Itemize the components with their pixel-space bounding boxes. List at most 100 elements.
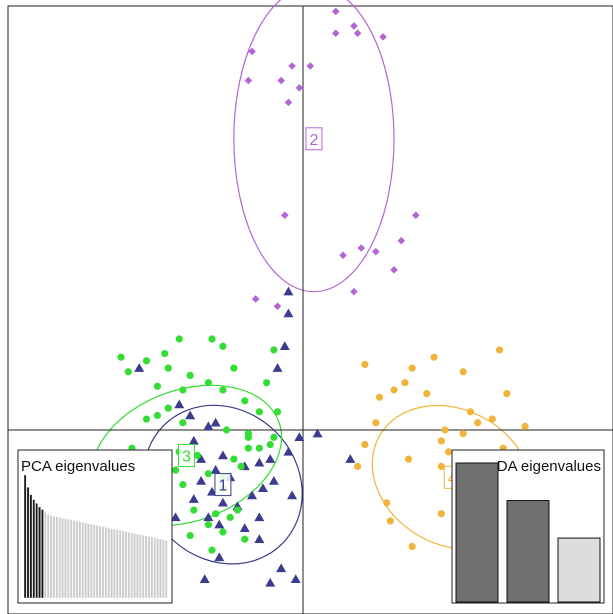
eigenvalue-bar [455,462,499,603]
group-2-label-box [305,127,323,151]
group-3-point [193,451,202,460]
group-3-point [263,379,271,387]
eigenvalue-bar [29,494,33,599]
group-3-point [179,386,187,394]
group-2-point [350,287,358,296]
group-3-point [237,462,245,470]
group-3-point [230,455,238,463]
group-3-point [270,433,278,441]
group-3-point [190,506,198,514]
eigenvalue-bar [557,537,601,603]
eigenvalue-bar [66,519,70,599]
eigenvalue-bar [52,516,56,599]
group-2-ellipse [233,0,395,293]
group-3-point [204,470,212,478]
group-2-point [284,98,293,107]
group-3-point [241,397,249,405]
group-1-point [214,519,225,529]
eigenvalue-bar [43,511,47,599]
eigenvalue-bar [138,534,142,599]
group-4-point [408,364,416,372]
group-2-point [251,295,260,303]
eigenvalue-bar [72,520,76,599]
group-3-point [175,335,183,343]
axes-layer [8,6,613,614]
group-3-label: 3 [182,448,191,465]
group-1-point [268,475,279,485]
group-2-point [281,211,289,220]
group-1-point [254,534,265,543]
group-3-point [270,346,278,354]
group-2-point [397,236,406,245]
group-1-point [203,421,214,431]
group-2-point [295,84,304,92]
eigenvalue-bar [92,524,96,599]
group-3-point [124,368,132,376]
group-2-point [357,244,366,252]
eigenvalue-bar [49,515,53,599]
inset-da-eigenvalues: DA eigenvalues [451,449,605,604]
group-1-point [217,450,228,460]
group-1-point [214,552,225,562]
group-3-point [153,382,161,390]
group-1-point [188,494,199,503]
eigenvalue-bar [98,525,102,599]
group-4-point [361,440,369,449]
eigenvalue-bar [95,525,99,599]
group-4-point [423,390,431,398]
eigenvalue-bar [127,531,131,599]
eigenvalue-bar [87,523,90,599]
group-3-point [186,531,194,540]
eigenvalue-bar [156,538,159,599]
group-4-point [488,415,496,423]
group-1-point [257,483,268,492]
group-2-point [353,29,362,38]
eigenvalue-bar [104,527,108,599]
group-3-point [273,408,282,416]
group-3-point [179,419,187,427]
eigenvalue-bar [153,537,157,599]
group-3-point [164,404,172,412]
group-4-point [354,462,362,470]
eigenvalue-bar [162,539,165,599]
group-1-point [239,523,250,533]
eigenvalue-bar [506,500,550,603]
group-4-point [495,346,504,354]
eigenvalue-bar [121,530,125,599]
eigenvalue-bar [69,519,73,599]
group-1-point [199,574,210,583]
group-4-point [437,462,445,470]
group-3-point [219,342,227,350]
group-3-point [255,408,263,416]
eigenvalue-bar [124,531,128,599]
group-1-point [254,457,265,467]
group-3-label-box [178,443,196,467]
inset-title: PCA eigenvalues [21,458,135,475]
group-4-point [503,390,511,398]
group-4-point [386,517,394,525]
group-2-point [306,62,315,70]
group-3-point [204,379,212,387]
group-4-point [437,437,445,445]
eigenvalue-bar [41,509,44,599]
group-3-point [222,426,231,434]
group-2-point [379,33,387,41]
eigenvalue-bar [130,532,134,599]
group-1-point [134,363,145,372]
group-3-point [164,364,172,372]
group-2-label: 2 [309,132,318,149]
group-3-point [266,440,274,449]
group-1-point [217,497,228,507]
group-2-point [273,302,282,311]
group-1-label: 1 [218,478,227,495]
group-1-point [210,465,221,474]
group-2-point [331,7,340,16]
group-3-point [212,510,220,518]
eigenvalue-bar [115,529,119,599]
group-1-point [247,490,258,500]
group-1-point [283,446,294,456]
eigenvalue-bar [147,536,151,599]
group-4-point [441,426,449,434]
group-4-point [466,408,475,416]
group-3-point [244,444,252,452]
